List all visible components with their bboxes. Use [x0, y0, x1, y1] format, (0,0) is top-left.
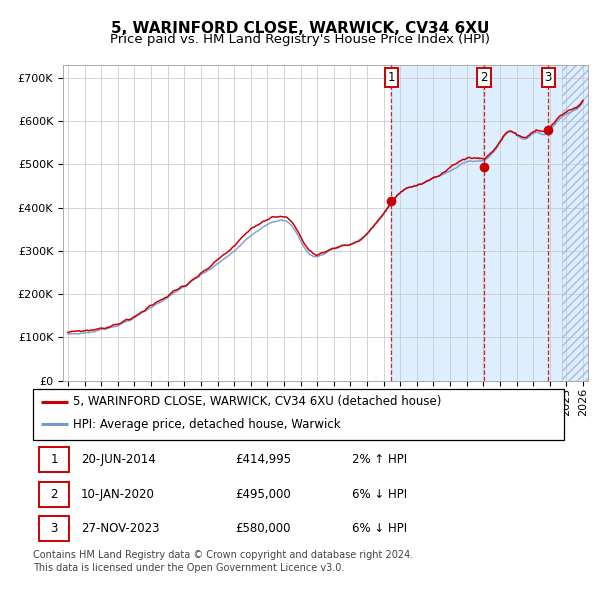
- Text: 5, WARINFORD CLOSE, WARWICK, CV34 6XU: 5, WARINFORD CLOSE, WARWICK, CV34 6XU: [111, 21, 489, 36]
- Text: 6% ↓ HPI: 6% ↓ HPI: [352, 487, 407, 501]
- Text: 6% ↓ HPI: 6% ↓ HPI: [352, 522, 407, 535]
- Text: Contains HM Land Registry data © Crown copyright and database right 2024.
This d: Contains HM Land Registry data © Crown c…: [33, 550, 413, 573]
- Text: 27-NOV-2023: 27-NOV-2023: [81, 522, 159, 535]
- Text: 1: 1: [50, 453, 58, 466]
- Text: 5, WARINFORD CLOSE, WARWICK, CV34 6XU (detached house): 5, WARINFORD CLOSE, WARWICK, CV34 6XU (d…: [73, 395, 441, 408]
- Bar: [40, 516, 68, 541]
- Text: 20-JUN-2014: 20-JUN-2014: [81, 453, 155, 466]
- Text: £580,000: £580,000: [235, 522, 290, 535]
- Bar: [40, 447, 68, 472]
- Text: HPI: Average price, detached house, Warwick: HPI: Average price, detached house, Warw…: [73, 418, 340, 431]
- Bar: [391, 65, 592, 381]
- Text: 2: 2: [480, 71, 488, 84]
- Text: Price paid vs. HM Land Registry's House Price Index (HPI): Price paid vs. HM Land Registry's House …: [110, 33, 490, 46]
- Text: 2% ↑ HPI: 2% ↑ HPI: [352, 453, 407, 466]
- Bar: [562, 65, 592, 381]
- Text: 3: 3: [545, 71, 552, 84]
- Text: 10-JAN-2020: 10-JAN-2020: [81, 487, 155, 501]
- Text: 3: 3: [50, 522, 58, 535]
- Text: £495,000: £495,000: [235, 487, 290, 501]
- Text: 2: 2: [50, 487, 58, 501]
- Text: 1: 1: [388, 71, 395, 84]
- Bar: [40, 481, 68, 506]
- Text: £414,995: £414,995: [235, 453, 291, 466]
